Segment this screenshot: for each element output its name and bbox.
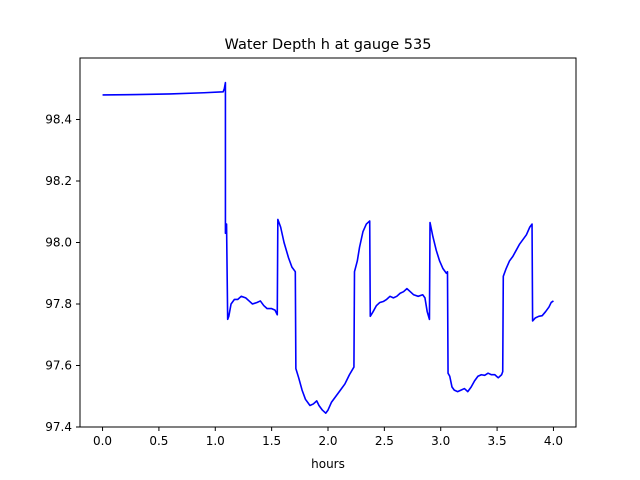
series-line-0 bbox=[102, 81, 554, 414]
y-tick-label: 98.0 bbox=[45, 236, 72, 250]
y-tick-label: 98.2 bbox=[45, 174, 72, 188]
x-tick-label: 2.5 bbox=[375, 434, 394, 448]
y-tick-label: 97.6 bbox=[45, 359, 72, 373]
x-tick-label: 2.0 bbox=[318, 434, 337, 448]
x-axis-label: hours bbox=[311, 457, 345, 471]
x-tick-label: 4.0 bbox=[544, 434, 563, 448]
x-tick-label: 0.0 bbox=[93, 434, 112, 448]
chart-title: Water Depth h at gauge 535 bbox=[225, 37, 432, 53]
y-tick-label: 97.4 bbox=[45, 420, 72, 434]
x-axis: 0.0 0.5 1.0 1.5 2.0 2.5 3.0 3.5 4.0 bbox=[93, 427, 563, 448]
y-tick-label: 97.8 bbox=[45, 297, 72, 311]
x-tick-label: 1.5 bbox=[262, 434, 281, 448]
x-tick-label: 3.0 bbox=[431, 434, 450, 448]
x-tick-label: 1.0 bbox=[206, 434, 225, 448]
y-axis: 97.4 97.6 97.8 98.0 98.2 98.4 bbox=[45, 113, 80, 434]
axes-frame bbox=[79, 57, 577, 428]
plot-area bbox=[102, 81, 554, 414]
x-tick-label: 0.5 bbox=[149, 434, 168, 448]
y-tick-label: 98.4 bbox=[45, 113, 72, 127]
x-tick-label: 3.5 bbox=[488, 434, 507, 448]
